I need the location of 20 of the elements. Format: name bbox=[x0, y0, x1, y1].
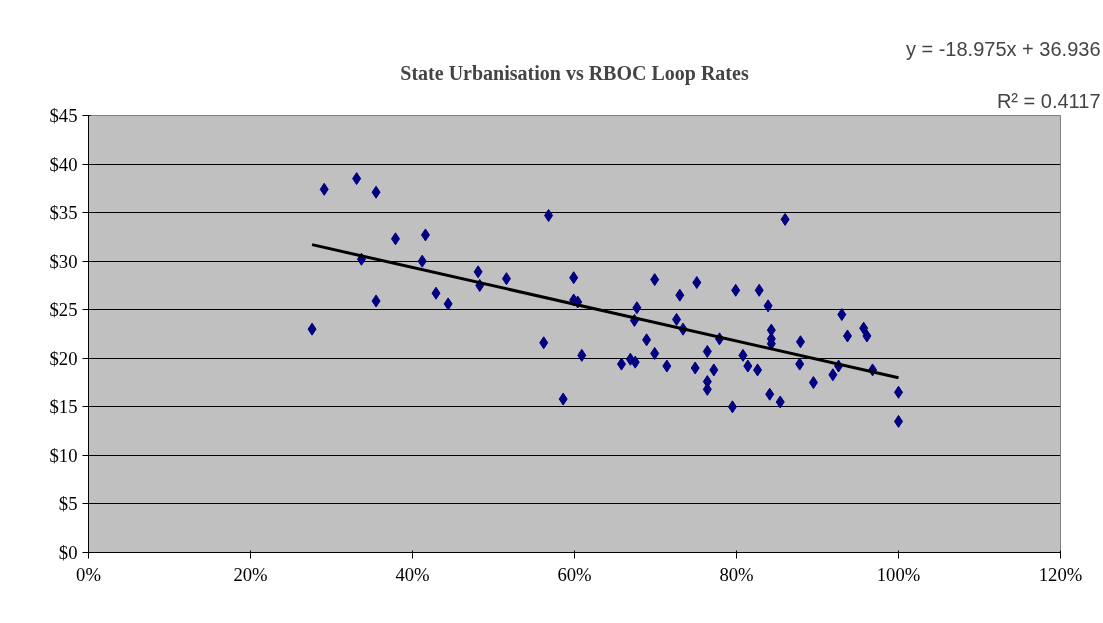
y-tick-label: $20 bbox=[49, 347, 78, 369]
y-tick-label: $30 bbox=[49, 250, 78, 272]
text: R² = 0.4117 bbox=[996, 89, 1101, 112]
x-tick-label: 0% bbox=[76, 563, 101, 585]
x-tick-label: 100% bbox=[876, 563, 921, 585]
y-tick-label: $40 bbox=[49, 153, 78, 175]
y-tick-label: $25 bbox=[49, 299, 78, 321]
y-tick-label: $15 bbox=[49, 396, 78, 418]
x-tick-label: 40% bbox=[395, 563, 430, 585]
x-tick-label: 120% bbox=[1038, 563, 1083, 585]
x-tick-label: 20% bbox=[233, 563, 268, 585]
y-tick-label: $0 bbox=[58, 542, 78, 563]
chart-title: State Urbanisation vs RBOC Loop Rates bbox=[400, 61, 749, 85]
y-tick-label: $10 bbox=[49, 444, 78, 466]
y-tick-label: $5 bbox=[58, 493, 78, 515]
y-tick-label: $35 bbox=[49, 202, 78, 224]
x-tick-label: 80% bbox=[719, 563, 754, 585]
y-tick-label: $45 bbox=[49, 105, 78, 126]
text: y = -18.975x + 36.936 bbox=[905, 37, 1101, 60]
x-tick-label: 60% bbox=[557, 563, 592, 585]
